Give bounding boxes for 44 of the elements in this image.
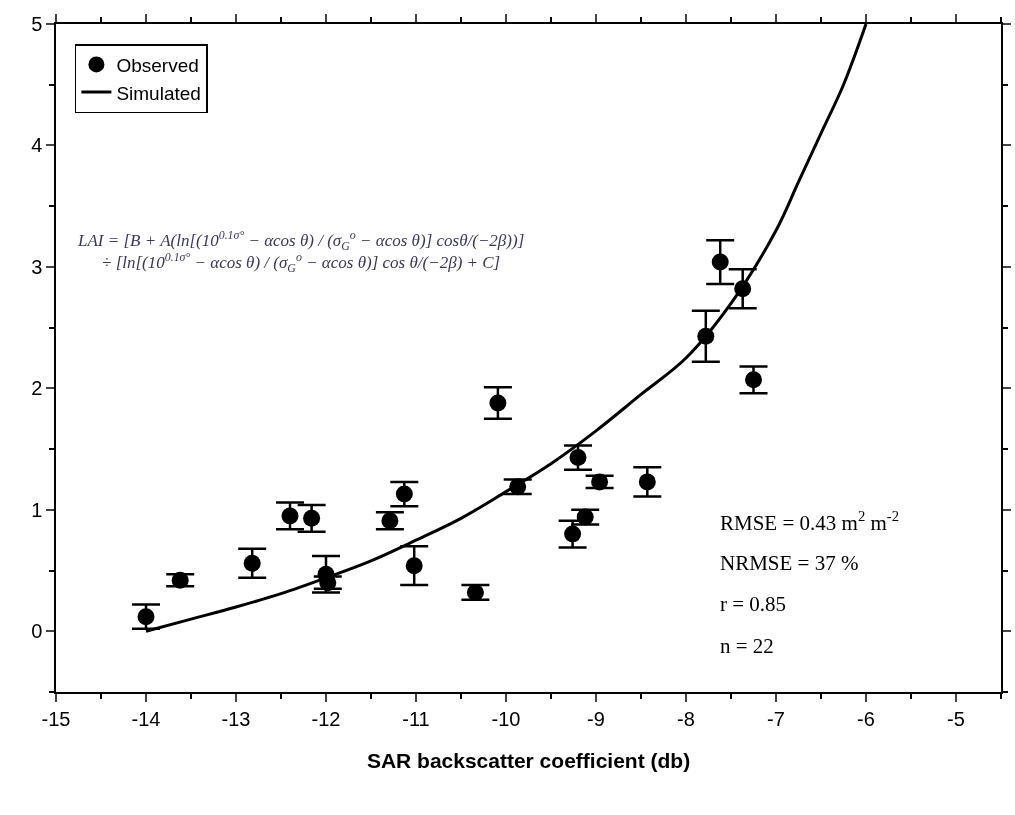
point: [745, 371, 762, 389]
x-tick-label: -14: [131, 707, 161, 730]
y-tick-label: 0: [31, 620, 43, 643]
point: [509, 478, 527, 496]
x-tick-label: -11: [402, 707, 430, 730]
y-tick-label: 5: [31, 13, 43, 35]
point: [711, 253, 729, 271]
point: [281, 507, 299, 525]
y-tick-label: 1: [31, 498, 43, 521]
point: [171, 571, 189, 589]
x-axis-title: SAR backscatter coefficient (db): [366, 749, 691, 773]
point: [381, 512, 399, 530]
point: [137, 608, 155, 626]
x-tick-label: -13: [221, 707, 251, 730]
annotation: n = 22: [720, 634, 774, 658]
annotation: r = 0.85: [720, 592, 787, 616]
point: [489, 394, 507, 412]
point: [405, 557, 423, 575]
point: [591, 473, 609, 491]
x-tick-label: -15: [41, 707, 71, 730]
x-tick-label: -10: [491, 707, 521, 730]
point: [638, 473, 656, 491]
legend-label: Simulated: [116, 82, 201, 104]
point: [734, 280, 752, 298]
y-tick-label: 2: [31, 377, 43, 400]
y-tick-label: 3: [31, 255, 43, 278]
text: LAI = [B + A(ln[(10$^{0.1σ°}$ − αcos θ) / (σ$_{G}$$^{o}$ − αcos θ)] cosθ/(−2β))] ÷ [ln[(10$^{0.1σ°}$ − αcos θ) / (σ$_{G}$$^{o}$ − αcos θ)] cos θ/(−2β) + C]: [78, 228, 525, 275]
point: [243, 554, 261, 572]
legend-label: Observed: [116, 54, 199, 76]
x-tick-label: -7: [767, 707, 785, 730]
point: [395, 485, 413, 503]
x-tick-label: -6: [857, 707, 875, 730]
point: [303, 509, 321, 527]
x-tick-label: -12: [311, 707, 341, 730]
point: [697, 327, 715, 345]
annotation: RMSE = 0.43 m$^{2}$ m$^{-2}$: [720, 508, 900, 535]
point: [564, 525, 582, 543]
point: [576, 508, 594, 526]
y-tick-label: 4: [31, 134, 43, 157]
x-tick-label: -9: [587, 707, 605, 730]
point: [569, 449, 587, 467]
annotation: NRMSE = 37 %: [720, 551, 859, 575]
x-tick-label: -5: [947, 707, 965, 730]
x-tick-label: -8: [677, 707, 695, 730]
